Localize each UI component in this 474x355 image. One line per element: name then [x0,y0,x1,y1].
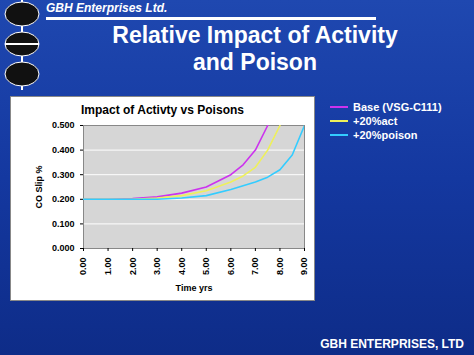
html-text:+20%poison: +20%poison [353,129,418,141]
svg-text:0.400: 0.400 [52,145,75,155]
svg-text:CO Slip %: CO Slip % [34,165,44,208]
svg-text:0.00: 0.00 [78,258,88,276]
svg-text:0.300: 0.300 [52,170,75,180]
html-text:Base (VSG-C111): Base (VSG-C111) [353,101,442,113]
svg-text:2.00: 2.00 [127,258,137,276]
html-text:Impact of Activty vs Poisons: Impact of Activty vs Poisons [81,103,244,117]
svg-text:7.00: 7.00 [250,258,260,276]
html-text:Relative Impact of Activity: Relative Impact of Activity [112,22,398,48]
svg-text:3.00: 3.00 [152,258,162,276]
svg-text:0.500: 0.500 [52,120,75,130]
svg-text:0.200: 0.200 [52,194,75,204]
svg-text:9.00: 9.00 [299,258,309,276]
html-text:GBH Enterprises Ltd.: GBH Enterprises Ltd. [46,1,168,15]
svg-text:5.00: 5.00 [201,258,211,276]
svg-text:6.00: 6.00 [226,258,236,276]
svg-text:4.00: 4.00 [177,258,187,276]
svg-text:0.100: 0.100 [52,219,75,229]
html-text:GBH ENTERPRISES, LTD: GBH ENTERPRISES, LTD [320,337,464,351]
svg-text:0.000: 0.000 [52,243,75,253]
svg-text:Time yrs: Time yrs [176,283,213,293]
svg-text:8.00: 8.00 [275,258,285,276]
svg-text:1.00: 1.00 [103,258,113,276]
html-text:and Poison: and Poison [193,49,317,75]
html-text:+20%act: +20%act [353,115,398,127]
